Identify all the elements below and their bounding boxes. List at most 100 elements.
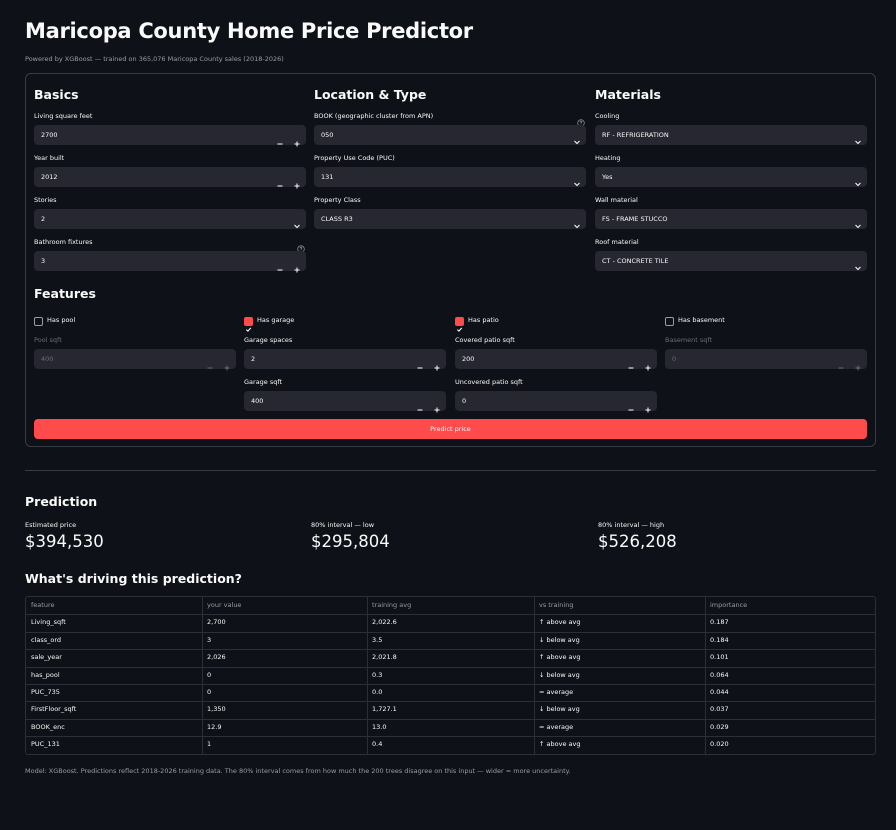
- decrement: [838, 356, 844, 375]
- field-value: 2: [251, 355, 256, 363]
- number-input[interactable]: 2: [244, 349, 446, 371]
- table-cell: 0.4: [372, 740, 383, 749]
- dropdown-chevron: [854, 215, 862, 234]
- checkbox-label: Has basement: [678, 316, 725, 324]
- decrement[interactable]: [417, 356, 423, 375]
- field-label: Property Class: [314, 196, 361, 204]
- table-cell: PUC_735: [31, 688, 60, 696]
- column-header: feature: [31, 601, 55, 609]
- footnote: Model: XGBoost. Predictions reflect 2018…: [25, 767, 571, 775]
- row-divider: [26, 684, 875, 685]
- table-cell: ↓ below avg: [539, 705, 580, 714]
- checkbox-label: Has patio: [468, 316, 499, 324]
- increment[interactable]: [294, 132, 300, 151]
- dropdown-chevron: [573, 215, 581, 234]
- select-box[interactable]: 2: [34, 209, 306, 229]
- field-label: Year built: [34, 154, 65, 162]
- field-value: CT - CONCRETE TILE: [602, 257, 669, 265]
- column-header: vs training: [539, 601, 574, 609]
- table-cell: ↓ below avg: [539, 670, 580, 679]
- decrement[interactable]: [628, 398, 634, 417]
- field-label: Covered patio sqft: [455, 336, 515, 344]
- increment: [224, 356, 230, 375]
- number-input: 0: [665, 349, 867, 371]
- table-cell: 13.0: [372, 722, 387, 731]
- field-value: FS - FRAME STUCCO: [602, 215, 668, 223]
- table-cell: ↓ below avg: [539, 635, 580, 644]
- table-cell: = average: [539, 688, 574, 696]
- number-input[interactable]: 3: [34, 251, 306, 273]
- checkbox[interactable]: [455, 317, 464, 332]
- table-cell: 2,700: [207, 618, 226, 627]
- table-cell: 0.029: [710, 722, 729, 731]
- table-cell: BOOK_enc: [31, 722, 65, 731]
- dropdown-chevron: [854, 173, 862, 192]
- increment[interactable]: [294, 174, 300, 193]
- table-cell: 0.064: [710, 670, 729, 679]
- field-label: Cooling: [595, 112, 620, 120]
- table-cell: 0.3: [372, 670, 383, 679]
- table-cell: 3: [207, 635, 212, 644]
- number-input[interactable]: 400: [244, 391, 446, 413]
- number-input[interactable]: 2012: [34, 167, 306, 189]
- table-cell: 1: [207, 740, 212, 749]
- increment[interactable]: [645, 398, 651, 417]
- column-divider: [202, 597, 203, 754]
- checkbox[interactable]: [244, 317, 253, 332]
- select-box[interactable]: Yes: [595, 167, 867, 187]
- field-value: 2012: [41, 173, 58, 181]
- table-cell: 0: [207, 688, 212, 696]
- number-input[interactable]: 200: [455, 349, 657, 371]
- table-cell: 0.101: [710, 653, 729, 662]
- table-cell: 2,022.6: [372, 618, 397, 627]
- select-box[interactable]: RF - REFRIGERATION: [595, 125, 867, 145]
- table-cell: 1,350: [207, 705, 226, 714]
- field-value: 2: [41, 215, 46, 223]
- metric-value: $394,530: [25, 532, 104, 551]
- column-header: importance: [710, 601, 748, 609]
- select-box[interactable]: 131: [314, 167, 586, 187]
- decrement: [207, 356, 213, 375]
- field-value: 2700: [41, 131, 58, 139]
- increment[interactable]: [645, 356, 651, 375]
- table-cell: Living_sqft: [31, 618, 66, 627]
- number-input[interactable]: 0: [455, 391, 657, 413]
- decrement[interactable]: [628, 356, 634, 375]
- predict-button[interactable]: Predict price: [34, 419, 867, 439]
- number-input[interactable]: 2700: [34, 125, 306, 147]
- dropdown-chevron: [293, 215, 301, 234]
- decrement[interactable]: [417, 398, 423, 417]
- field-value: 400: [251, 397, 264, 405]
- select-box[interactable]: 050: [314, 125, 586, 145]
- field-value: 3: [41, 257, 46, 265]
- increment[interactable]: [434, 356, 440, 375]
- table-cell: 0.0: [372, 688, 383, 696]
- row-divider: [26, 701, 875, 703]
- table-cell: 3.5: [372, 635, 383, 644]
- increment[interactable]: [434, 398, 440, 417]
- checkbox[interactable]: [665, 317, 674, 326]
- field-label: Pool sqft: [34, 336, 62, 344]
- select-box[interactable]: CT - CONCRETE TILE: [595, 251, 867, 271]
- row-divider: [26, 649, 875, 651]
- field-value: 400: [41, 355, 54, 363]
- table-cell: FirstFloor_sqft: [31, 705, 77, 714]
- decrement[interactable]: [277, 258, 283, 277]
- table-cell: 0.187: [710, 618, 729, 627]
- checkbox[interactable]: [34, 317, 43, 326]
- select-box[interactable]: FS - FRAME STUCCO: [595, 209, 867, 229]
- increment[interactable]: [294, 258, 300, 277]
- field-label: Roof material: [595, 238, 639, 246]
- section-heading: Prediction: [25, 494, 98, 509]
- table-cell: PUC_131: [31, 740, 60, 749]
- checkbox-label: Has garage: [257, 316, 295, 324]
- page-subtitle: Powered by XGBoost — trained on 365,076 …: [25, 55, 284, 63]
- metric-label: 80% interval — low: [311, 521, 375, 529]
- decrement[interactable]: [277, 174, 283, 193]
- section-heading: Materials: [595, 87, 661, 102]
- table-cell: = average: [539, 722, 574, 731]
- section-heading: Features: [34, 286, 96, 301]
- decrement[interactable]: [277, 132, 283, 151]
- select-box[interactable]: CLASS R3: [314, 209, 586, 229]
